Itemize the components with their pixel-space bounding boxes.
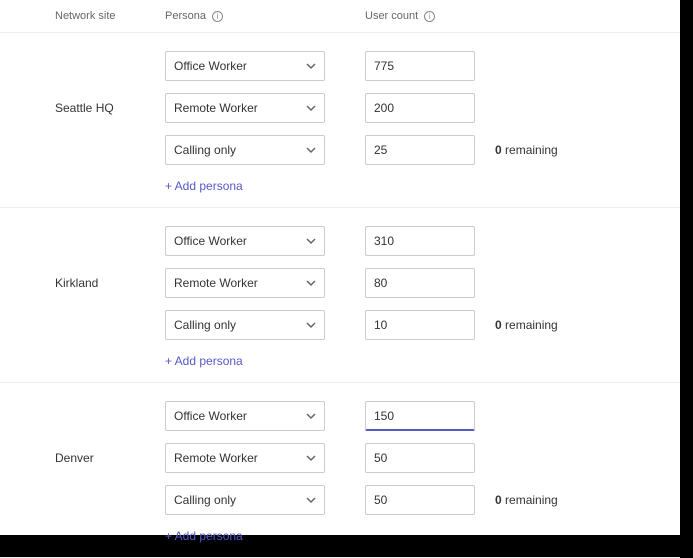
persona-select[interactable]: Office Worker xyxy=(165,401,325,431)
user-count-input[interactable]: 200 xyxy=(365,93,475,123)
info-icon[interactable]: i xyxy=(424,11,435,22)
site-block: Seattle HQ Office Worker 775 Remote Worker 2… xyxy=(0,33,680,208)
add-persona-link[interactable]: + Add persona xyxy=(0,171,680,201)
persona-row: Remote Worker 80 xyxy=(165,262,680,304)
persona-select-label: Remote Worker xyxy=(174,101,258,115)
persona-row: Calling only 500 remaining xyxy=(165,479,680,521)
site-block: DenverOffice Worker150Remote Worker50Cal… xyxy=(0,383,680,558)
persona-select-label: Calling only xyxy=(174,143,236,157)
persona-row: Office Worker 150 xyxy=(165,395,680,437)
chevron-down-icon xyxy=(306,453,316,463)
info-icon[interactable]: i xyxy=(212,11,223,22)
user-count-input[interactable]: 150 xyxy=(365,401,475,431)
persona-row: Office Worker 310 xyxy=(165,220,680,262)
header-user-count-label: User count xyxy=(365,10,418,22)
persona-select[interactable]: Remote Worker xyxy=(165,93,325,123)
persona-select-label: Calling only xyxy=(174,493,236,507)
persona-select[interactable]: Office Worker xyxy=(165,51,325,81)
persona-select-label: Remote Worker xyxy=(174,451,258,465)
sites-list: Seattle HQ Office Worker 775 Remote Worker 2… xyxy=(0,33,680,558)
user-count-input[interactable]: 50 xyxy=(365,443,475,473)
chevron-down-icon xyxy=(306,145,316,155)
network-planner-panel: Network site Persona i User count i Seat… xyxy=(0,0,680,535)
persona-select-label: Office Worker xyxy=(174,409,247,423)
chevron-down-icon xyxy=(306,411,316,421)
persona-select[interactable]: Remote Worker xyxy=(165,443,325,473)
header-network-site: Network site xyxy=(0,10,165,22)
chevron-down-icon xyxy=(306,236,316,246)
user-count-input[interactable]: 25 xyxy=(365,135,475,165)
persona-row: Calling only 100 remaining xyxy=(165,304,680,346)
remaining-label: 0 remaining xyxy=(475,318,558,332)
persona-row: Calling only 250 remaining xyxy=(165,129,680,171)
persona-row: Office Worker 775 xyxy=(165,45,680,87)
persona-select-label: Remote Worker xyxy=(174,276,258,290)
chevron-down-icon xyxy=(306,278,316,288)
remaining-label: 0 remaining xyxy=(475,493,558,507)
persona-select[interactable]: Calling only xyxy=(165,310,325,340)
user-count-input[interactable]: 775 xyxy=(365,51,475,81)
chevron-down-icon xyxy=(306,495,316,505)
remaining-label: 0 remaining xyxy=(475,143,558,157)
user-count-input[interactable]: 80 xyxy=(365,268,475,298)
persona-row: Remote Worker 200 xyxy=(165,87,680,129)
persona-select-label: Office Worker xyxy=(174,59,247,73)
add-persona-link[interactable]: + Add persona xyxy=(0,521,680,551)
site-name: Kirkland xyxy=(0,276,165,290)
persona-select[interactable]: Remote Worker xyxy=(165,268,325,298)
add-persona-link[interactable]: + Add persona xyxy=(0,346,680,376)
header-persona-label: Persona xyxy=(165,10,206,22)
chevron-down-icon xyxy=(306,320,316,330)
user-count-input[interactable]: 50 xyxy=(365,485,475,515)
site-name: Seattle HQ xyxy=(0,101,165,115)
persona-row: Remote Worker 50 xyxy=(165,437,680,479)
persona-select[interactable]: Calling only xyxy=(165,135,325,165)
user-count-input[interactable]: 310 xyxy=(365,226,475,256)
site-name: Denver xyxy=(0,451,165,465)
persona-select[interactable]: Calling only xyxy=(165,485,325,515)
persona-select-label: Calling only xyxy=(174,318,236,332)
header-persona: Persona i xyxy=(165,10,345,22)
header-user-count: User count i xyxy=(345,10,495,22)
persona-select[interactable]: Office Worker xyxy=(165,226,325,256)
user-count-input[interactable]: 10 xyxy=(365,310,475,340)
table-header: Network site Persona i User count i xyxy=(0,0,680,33)
chevron-down-icon xyxy=(306,61,316,71)
persona-select-label: Office Worker xyxy=(174,234,247,248)
chevron-down-icon xyxy=(306,103,316,113)
site-block: Kirkland Office Worker 310 Remote Worker 80 C… xyxy=(0,208,680,383)
